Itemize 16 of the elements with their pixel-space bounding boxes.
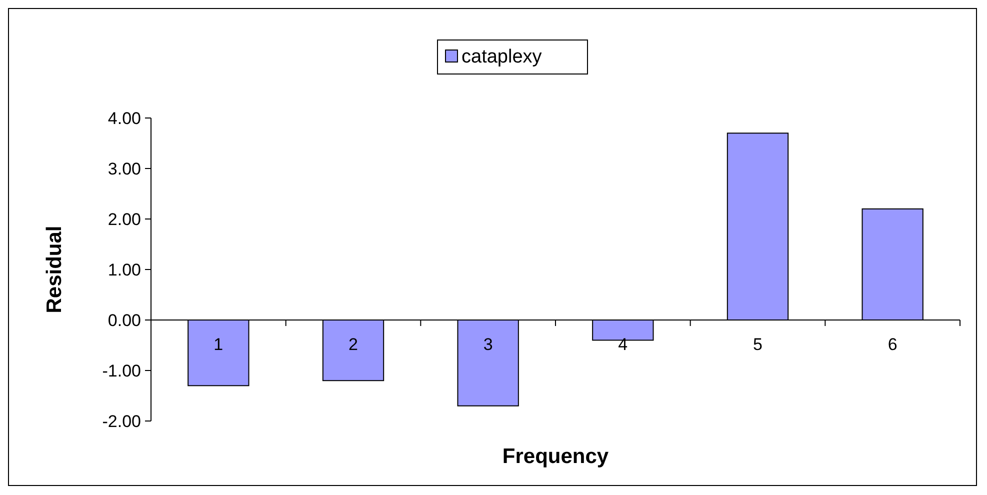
y-tick-label: 2.00 xyxy=(108,210,141,229)
y-axis-title: Residual xyxy=(43,226,66,314)
y-tick-label: -1.00 xyxy=(102,361,141,380)
x-tick-label: 4 xyxy=(618,335,628,354)
x-tick-label: 3 xyxy=(483,335,493,354)
x-tick-label: 2 xyxy=(348,335,358,354)
y-tick-label: -2.00 xyxy=(102,412,141,431)
legend-label: cataplexy xyxy=(462,46,542,68)
y-tick-label: 0.00 xyxy=(108,310,141,330)
x-tick-label: 6 xyxy=(888,335,898,354)
x-axis-title: Frequency xyxy=(502,445,609,468)
x-tick-label: 1 xyxy=(214,335,224,354)
y-tick-label: 1.00 xyxy=(108,260,141,280)
x-tick-label: 5 xyxy=(753,335,762,354)
y-tick-label: 4.00 xyxy=(108,108,141,128)
y-tick-label: 3.00 xyxy=(108,159,141,178)
